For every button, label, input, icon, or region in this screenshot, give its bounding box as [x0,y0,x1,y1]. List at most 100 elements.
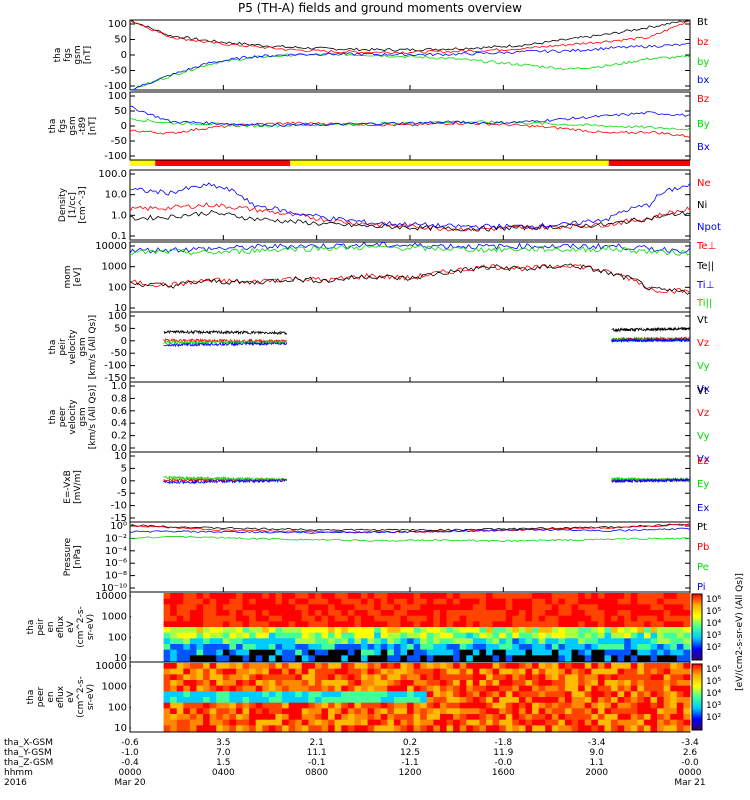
heatmap-cell [564,615,573,622]
y-axis-label-line: gsm [78,337,88,356]
heatmap-cell [525,638,533,645]
heatmap-cell [630,615,638,622]
heatmap-cell [597,604,605,611]
heatmap-cell [532,674,540,681]
heatmap-cell [591,593,599,600]
heatmap-cell [426,610,434,617]
heatmap-cell [512,697,520,704]
heatmap-cell [446,610,454,617]
heatmap-cell [617,655,625,662]
heatmap-cell [624,708,632,715]
heatmap-cell [499,702,507,709]
heatmap-cell [505,708,513,715]
heatmap-cell [545,697,553,704]
heatmap-cell [532,685,540,692]
legend-entry: Ez [697,456,709,467]
y-tick-label: 0.2 [111,431,127,442]
heatmap-cell [308,708,316,715]
heatmap-cell [663,697,671,704]
heatmap-cell [400,638,408,645]
x-row-value: 0000 [119,768,142,778]
heatmap-cell [676,655,684,662]
y-axis-label-line: eV [66,690,76,703]
heatmap-cell [203,598,211,605]
heatmap-cell [268,663,276,670]
heatmap-cell [209,621,217,628]
heatmap-cell [334,604,342,611]
heatmap-gap [131,663,164,731]
heatmap-cell [242,604,250,611]
heatmap-cell [380,714,388,721]
heatmap-cell [235,604,244,611]
heatmap-cell [203,708,211,715]
heatmap-cell [314,725,323,732]
heatmap-cell [578,668,586,675]
heatmap-cell [249,632,257,639]
heatmap-cell [255,674,263,681]
legend-entry: Vx [697,384,710,395]
heatmap-cell [650,680,658,687]
heatmap-cell [249,708,257,715]
heatmap-cell [196,697,204,704]
heatmap-cell [288,663,296,670]
heatmap-cell [196,593,204,600]
heatmap-cell [446,649,454,656]
heatmap-cell [288,714,296,721]
y-tick-label: 10 [114,303,127,314]
heatmap-cell [525,725,533,732]
heatmap-cell [176,615,184,622]
heatmap-cell [433,649,441,656]
heatmap-cell [413,714,421,721]
end-date: Mar 21 [674,778,705,788]
heatmap-cell [222,697,230,704]
heatmap-cell [170,680,178,687]
heatmap-cell [295,615,303,622]
heatmap-cell [255,598,263,605]
heatmap-cell [183,649,191,656]
heatmap-cell [518,691,526,698]
heatmap-cell [518,627,526,634]
heatmap-cell [505,598,513,605]
heatmap-cell [354,610,362,617]
y-axis-label-line: en [46,691,56,702]
heatmap-cell [670,697,678,704]
heatmap-cell [183,655,191,662]
heatmap-cell [216,685,224,692]
heatmap-cell [347,649,355,656]
heatmap-cell [328,621,336,628]
heatmap-cell [347,598,355,605]
y-axis-label-line: en [46,621,56,632]
x-row-value: -0.0 [495,758,513,768]
y-axis-label-line: peer [58,406,68,427]
heatmap-cell [374,655,382,662]
heatmap-cell [518,674,526,681]
heatmap-cell [361,638,369,645]
heatmap-cell [604,680,612,687]
heatmap-cell [170,714,178,721]
heatmap-cell [308,691,316,698]
heatmap-cell [420,627,428,634]
heatmap-cell [532,719,540,726]
heatmap-cell [183,668,191,675]
heatmap-cell [209,668,217,675]
heatmap-cell [624,702,632,709]
heatmap-cell [314,663,323,670]
heatmap-cell [334,668,342,675]
heatmap-cell [268,674,276,681]
y-tick-label: 0 [121,336,127,347]
heatmap-cell [446,663,454,670]
heatmap-cell [275,691,283,698]
heatmap-cell [229,638,237,645]
heatmap-cell [466,604,474,611]
heatmap-cell [505,621,513,628]
heatmap-cell [683,674,691,681]
heatmap-cell [492,668,500,675]
heatmap-cell [584,644,592,651]
heatmap-cell [387,714,395,721]
heatmap-cell [163,638,171,645]
heatmap-cell [683,615,691,622]
heatmap-cell [439,649,448,656]
heatmap-cell [492,663,500,670]
heatmap-cell [413,702,421,709]
heatmap-cell [630,691,638,698]
